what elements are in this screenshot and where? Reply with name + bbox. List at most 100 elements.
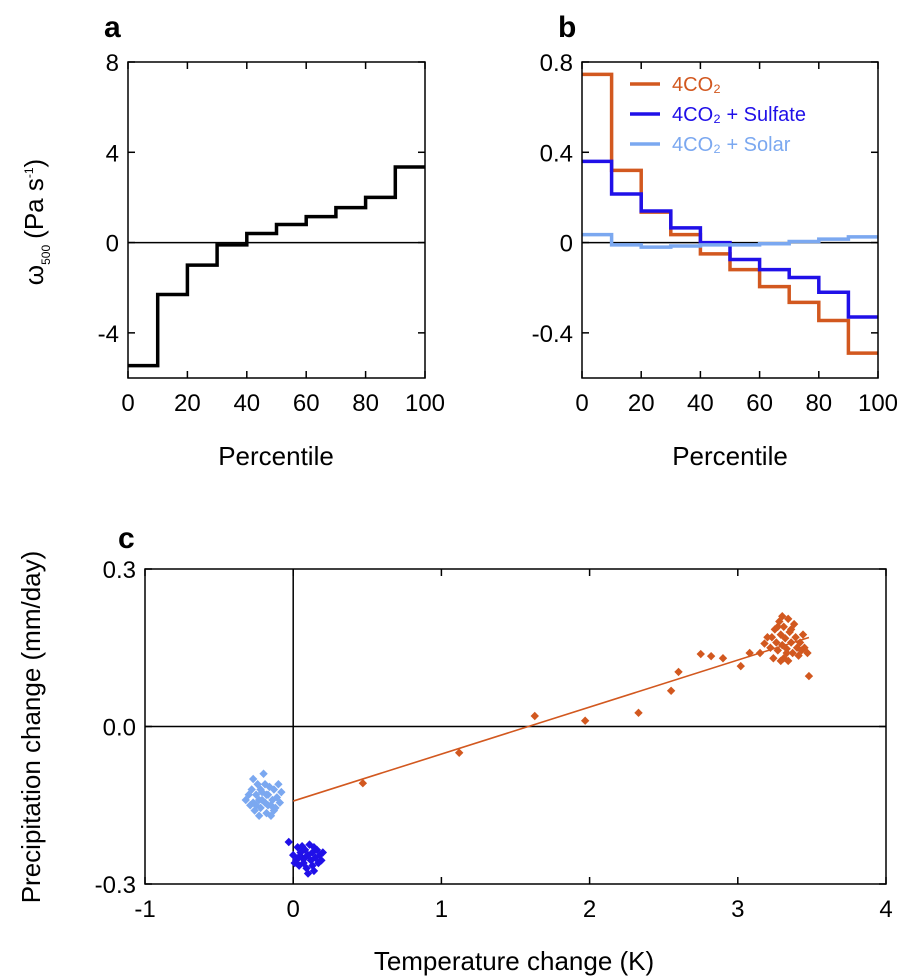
scatter-point-4co2: [783, 614, 793, 624]
scatter-point-4co2: [454, 748, 464, 757]
legend-label-sulfate: 4CO₂ + Sulfate: [672, 104, 806, 126]
legend-label-4co2: 4CO₂: [672, 74, 721, 96]
panel-c-letter: c: [118, 522, 135, 555]
panel-a-ytick-label: 4: [106, 140, 119, 167]
panel-a-ytick-label: 8: [106, 50, 119, 77]
panel-b-xtick-label: 60: [746, 390, 773, 417]
scatter-point-4co2: [804, 671, 814, 681]
panel-a-ylabel: ω500 (Pa s-1): [19, 159, 53, 285]
panel-a-ylabel-close: ): [19, 159, 49, 168]
scatter-point-sulfate: [297, 842, 307, 851]
scatter-point-sulfate: [318, 848, 328, 857]
scatter-point-sulfate: [317, 856, 326, 865]
panel-c-xlabel: Temperature change (K): [374, 946, 654, 976]
panel-b-ytick-label: 0: [560, 231, 573, 258]
scatter-point-4co2: [783, 656, 793, 666]
scatter-point-solar: [277, 787, 286, 797]
panel-c-xtick-label: 4: [879, 896, 892, 923]
scatter-point-4co2: [786, 625, 796, 634]
scatter-point-4co2: [358, 779, 368, 788]
panel-a-xtick-label: 80: [352, 390, 379, 417]
panel-a-series-line: [128, 165, 425, 368]
scatter-point-4co2: [782, 648, 791, 658]
scatter-point-4co2: [788, 648, 797, 658]
scatter-point-solar: [275, 798, 285, 807]
scatter-point-sulfate: [308, 861, 317, 870]
scatter-point-sulfate: [290, 858, 299, 868]
scatter-point-sulfate: [309, 843, 319, 852]
scatter-point-solar: [274, 780, 283, 789]
scatter-point-solar: [269, 806, 279, 815]
scatter-point-4co2: [778, 612, 787, 621]
panel-b-ytick-label: -0.4: [532, 321, 573, 348]
scatter-point-sulfate: [294, 852, 304, 861]
panel-b-xtick-label: 20: [628, 390, 655, 417]
scatter-point-sulfate: [300, 853, 310, 862]
panel-b-series-4co2-line: [582, 72, 878, 355]
panel-b-letter: b: [558, 11, 576, 44]
scatter-point-solar: [262, 790, 271, 799]
panel-c-xtick-label: 0: [287, 896, 300, 923]
scatter-point-4co2: [706, 651, 716, 661]
panel-c-xtick-label: -1: [134, 896, 155, 923]
panel-a-xtick-label: 0: [121, 390, 134, 417]
scatter-point-4co2: [803, 648, 812, 658]
panel-b-xtick-label: 0: [575, 390, 588, 417]
panel-c-regression-line: [292, 636, 810, 802]
panel-b-ytick-label: 0.4: [540, 140, 573, 167]
panel-a-xtick-label: 100: [405, 390, 445, 417]
panel-c-ytick-label: 0.3: [103, 557, 136, 584]
scatter-point-4co2: [767, 633, 777, 642]
panel-b-xlabel: Percentile: [672, 441, 788, 471]
panel-c: c -1 0 1 2 3 4 0.3 0.0 -0.3 Temperature change (…: [16, 522, 893, 976]
scatter-point-solar: [260, 780, 270, 789]
panel-c-ytick-label: -0.3: [95, 872, 136, 899]
scatter-point-4co2: [666, 686, 676, 695]
scatter-point-4co2: [696, 649, 705, 659]
panel-b-ticks: 0 20 40 60 80 100 0.8 0.4 0 -0.4: [532, 50, 898, 417]
scatter-point-solar: [251, 801, 261, 810]
scatter-point-solar: [256, 785, 265, 794]
scatter-point-sulfate: [284, 837, 293, 847]
panel-c-xtick-label: 3: [731, 896, 744, 923]
panel-a-ytick-label: 0: [106, 231, 119, 258]
scatter-point-4co2: [769, 654, 778, 663]
panel-b-series-solar-line: [582, 232, 878, 249]
panel-a-frame: [127, 61, 426, 379]
panel-c-points: [241, 612, 814, 878]
scatter-point-4co2: [718, 654, 728, 663]
panel-a-xtick-label: 20: [174, 390, 201, 417]
panel-c-ticks: -1 0 1 2 3 4 0.3 0.0 -0.3: [95, 557, 893, 923]
panel-b-xtick-label: 100: [858, 390, 898, 417]
panel-a-ylabel-superscript: -1: [22, 167, 36, 178]
panel-b-xtick-label: 80: [805, 390, 832, 417]
scatter-point-solar: [257, 795, 267, 805]
panel-a-letter: a: [104, 11, 121, 44]
scatter-point-solar: [247, 785, 256, 794]
panel-c-xtick-label: 2: [583, 896, 596, 923]
scatter-point-4co2: [634, 708, 643, 718]
scatter-point-4co2: [779, 622, 788, 631]
scatter-point-4co2: [773, 622, 783, 631]
scatter-point-4co2: [763, 633, 772, 642]
scatter-point-4co2: [530, 711, 539, 721]
panel-b-series-sulfate-line: [582, 159, 878, 319]
panel-b-xtick-label: 40: [687, 390, 714, 417]
panel-a-ylabel-unit: (Pa s: [19, 178, 49, 239]
scatter-point-solar: [259, 769, 268, 778]
panel-a-ylabel-symbol: ω: [19, 265, 49, 285]
scatter-point-solar: [248, 774, 258, 784]
panel-b-legend: 4CO₂ 4CO₂ + Sulfate 4CO₂ + Solar: [630, 74, 806, 156]
scatter-point-solar: [263, 801, 273, 810]
scatter-point-solar: [254, 811, 264, 820]
legend-label-solar: 4CO₂ + Solar: [672, 134, 791, 156]
scatter-point-4co2: [674, 667, 683, 677]
scatter-point-4co2: [776, 656, 785, 666]
scatter-point-solar: [269, 785, 279, 794]
panel-a-xtick-label: 40: [233, 390, 260, 417]
panel-a-ylabel-subscript: 500: [39, 245, 53, 265]
panel-a-xlabel: Percentile: [218, 441, 334, 471]
scatter-point-4co2: [772, 638, 781, 647]
